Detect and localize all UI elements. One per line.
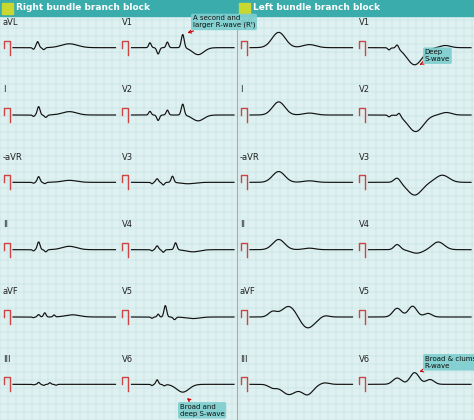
Bar [2,3,13,14]
Text: V1: V1 [121,18,133,27]
Text: V3: V3 [358,152,370,162]
Text: III: III [240,354,247,364]
Text: V1: V1 [358,18,370,27]
Text: II: II [240,220,245,229]
Bar [0,0,237,16]
Text: -aVR: -aVR [240,152,260,162]
Text: Right bundle branch block: Right bundle branch block [16,3,150,13]
Text: Broad & clumsy
R-wave: Broad & clumsy R-wave [420,356,474,372]
Text: V5: V5 [358,287,370,297]
Text: II: II [3,220,8,229]
Text: aVF: aVF [3,287,19,297]
Text: V4: V4 [121,220,133,229]
Text: V6: V6 [358,354,370,364]
Text: Broad and
deep S-wave: Broad and deep S-wave [180,399,225,417]
Text: V2: V2 [358,85,370,94]
Text: V5: V5 [121,287,133,297]
Bar [237,0,474,16]
Text: V4: V4 [358,220,370,229]
Text: Left bundle branch block: Left bundle branch block [253,3,380,13]
Text: III: III [3,354,10,364]
Text: I: I [240,85,243,94]
Text: A second and
larger R-wave (R'): A second and larger R-wave (R') [189,15,255,33]
Text: aVF: aVF [240,287,256,297]
Text: aVL: aVL [240,18,255,27]
Text: I: I [3,85,6,94]
Text: V3: V3 [121,152,133,162]
Text: V6: V6 [121,354,133,364]
Text: -aVR: -aVR [3,152,23,162]
Text: Deep
S-wave: Deep S-wave [420,49,450,64]
Text: aVL: aVL [3,18,18,27]
Text: V2: V2 [121,85,133,94]
Bar [239,3,250,14]
